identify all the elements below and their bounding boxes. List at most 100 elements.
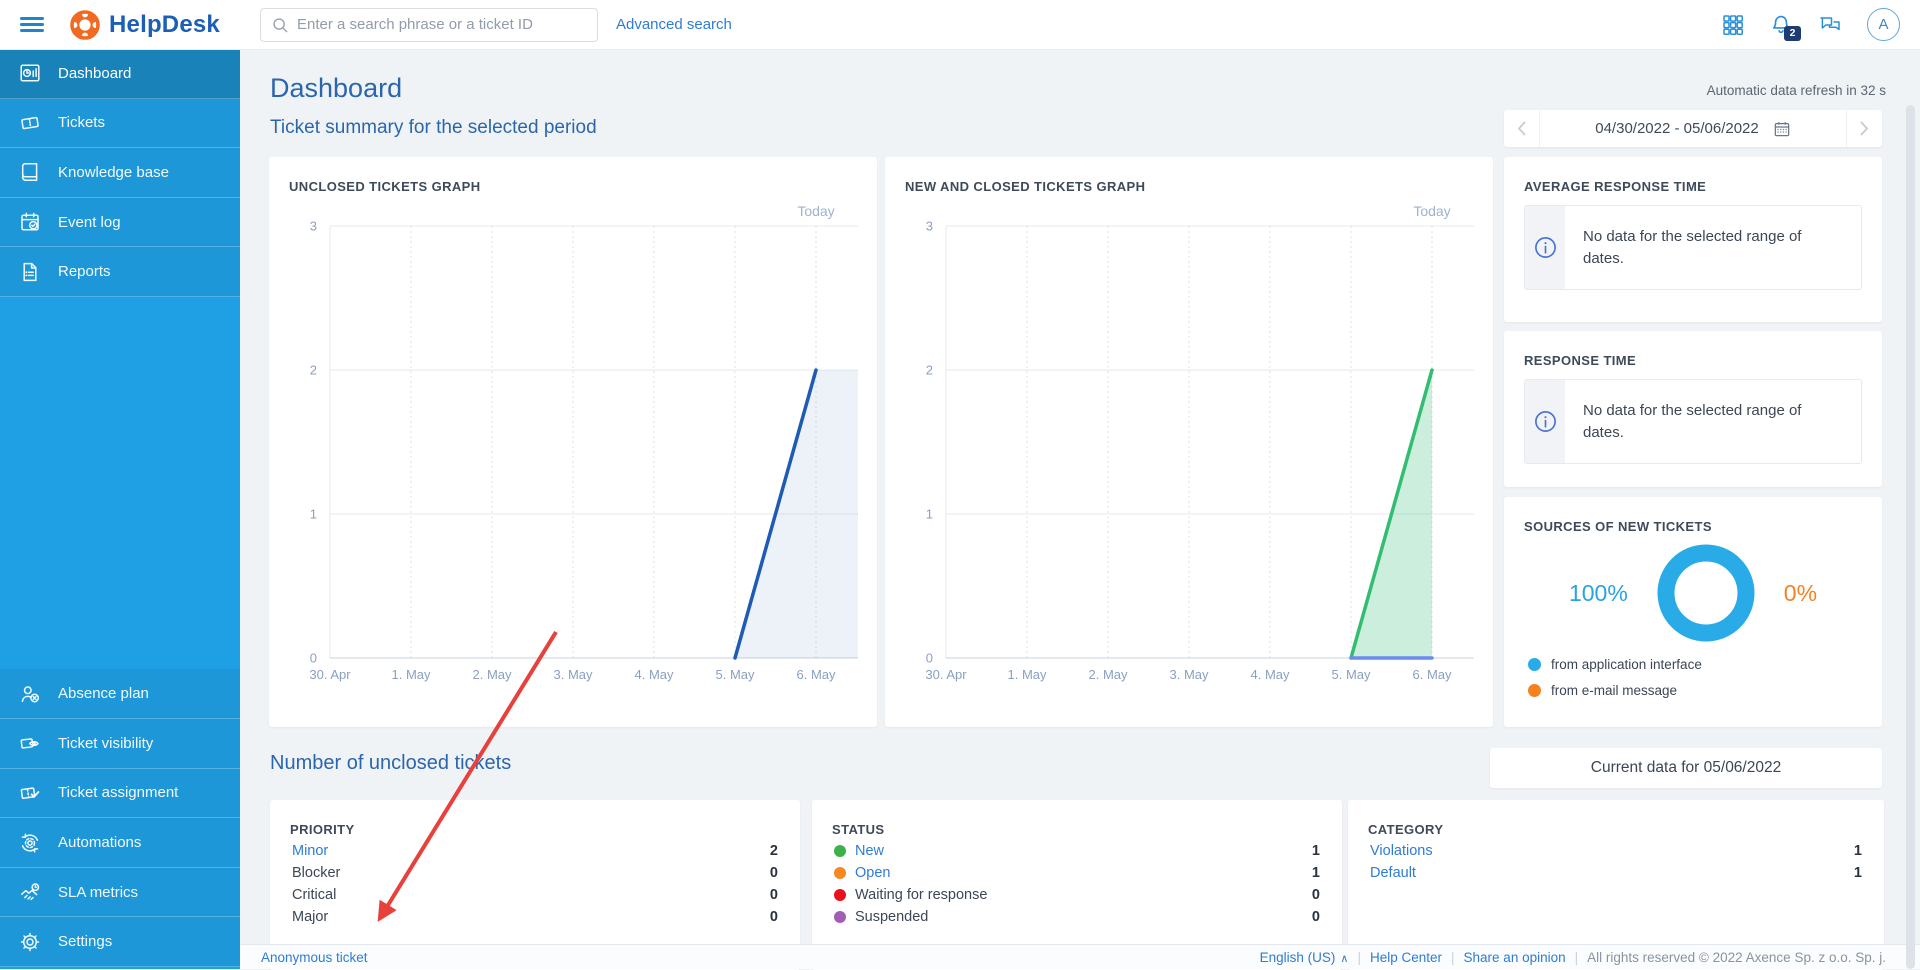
chevron-left-icon [1517,121,1526,136]
card-title: RESPONSE TIME [1524,353,1636,368]
copyright-text: All rights reserved © 2022 Axence Sp. z … [1587,950,1886,965]
priority-value: 0 [770,909,778,925]
priority-value: 2 [770,843,778,859]
ticket-visibility-icon [18,731,42,755]
svg-text:2: 2 [926,363,933,378]
main-content: Dashboard Ticket summary for the selecte… [240,49,1920,969]
svg-text:3: 3 [310,219,317,234]
svg-text:2. May: 2. May [472,667,512,682]
card-title: STATUS [832,822,884,837]
status-value: 0 [1312,887,1320,903]
svg-text:6. May: 6. May [796,667,836,682]
status-link[interactable]: Open [855,865,890,881]
sources-of-new-tickets-card: SOURCES OF NEW TICKETS 100% 0% from appl… [1504,497,1882,727]
ticket-assignment-icon [18,781,42,805]
language-selector[interactable]: English (US)∧ [1260,950,1349,965]
svg-text:1. May: 1. May [391,667,431,682]
card-title: CATEGORY [1368,822,1443,837]
knowledge-base-icon [18,160,42,184]
date-range-picker[interactable]: 04/30/2022 - 05/06/2022 [1504,110,1882,147]
sla-metrics-icon [18,880,42,904]
category-link[interactable]: Default [1370,865,1416,881]
category-row-violations: Violations 1 [1370,840,1862,862]
svg-text:3. May: 3. May [553,667,593,682]
anonymous-ticket-link[interactable]: Anonymous ticket [261,950,368,965]
vertical-scrollbar[interactable] [1906,105,1915,969]
apps-grid-icon[interactable] [1721,13,1745,37]
top-bar: HelpDesk Advanced search 2 [0,0,1920,49]
svg-text:1: 1 [926,507,933,522]
advanced-search-link[interactable]: Advanced search [616,16,732,33]
sidebar-item-absence-plan[interactable]: Absence plan [0,669,240,719]
separator: | [1575,950,1579,965]
chat-icon[interactable] [1817,13,1843,37]
svg-text:2: 2 [310,363,317,378]
chevron-right-icon [1860,121,1869,136]
sidebar-item-reports[interactable]: Reports [0,247,240,297]
priority-link[interactable]: Minor [292,843,328,859]
sidebar-item-tickets[interactable]: Tickets [0,99,240,149]
sidebar-item-label: Absence plan [58,685,149,702]
sidebar-item-ticket-assignment[interactable]: Ticket assignment [0,769,240,819]
legend-label: from e-mail message [1551,683,1677,698]
no-data-message: No data for the selected range of dates. [1565,206,1861,289]
footer-bar: Anonymous ticket English (US)∧ | Help Ce… [240,944,1920,969]
next-period-button[interactable] [1846,110,1882,147]
search-box[interactable] [260,8,598,42]
category-link[interactable]: Violations [1370,843,1433,859]
status-dot-open [834,867,846,879]
sidebar-item-label: Knowledge base [58,164,169,181]
sidebar-item-label: Dashboard [58,65,131,82]
priority-row-minor: Minor 2 [292,840,778,862]
hamburger-menu-icon[interactable] [20,13,44,35]
info-icon [1534,236,1557,259]
status-link[interactable]: New [855,843,884,859]
svg-text:5. May: 5. May [1331,667,1371,682]
reports-icon [18,260,42,284]
calendar-icon[interactable] [1773,120,1791,138]
legend-item: from e-mail message [1528,677,1702,703]
svg-text:5. May: 5. May [715,667,755,682]
card-title: SOURCES OF NEW TICKETS [1524,519,1712,534]
search-input[interactable] [297,16,587,33]
status-row-waiting: Waiting for response 0 [834,884,1320,906]
svg-text:3. May: 3. May [1169,667,1209,682]
sidebar-item-knowledge-base[interactable]: Knowledge base [0,148,240,198]
sidebar-item-event-log[interactable]: Event log [0,198,240,248]
donut-legend: from application interface from e-mail m… [1528,651,1702,703]
notification-count-badge: 2 [1784,26,1801,41]
sidebar-item-dashboard[interactable]: Dashboard [0,49,240,99]
date-range-field[interactable]: 04/30/2022 - 05/06/2022 [1540,120,1846,138]
app-logo[interactable]: HelpDesk [70,10,220,40]
settings-icon [18,930,42,954]
sidebar-item-ticket-visibility[interactable]: Ticket visibility [0,719,240,769]
status-label: Suspended [855,909,928,925]
legend-dot-blue [1528,658,1541,671]
status-value: 1 [1312,843,1320,859]
svg-text:30. Apr: 30. Apr [925,667,967,682]
svg-text:6. May: 6. May [1412,667,1452,682]
status-row-new: New 1 [834,840,1320,862]
priority-label: Blocker [292,865,340,881]
share-opinion-link[interactable]: Share an opinion [1464,950,1566,965]
no-data-alert: No data for the selected range of dates. [1524,379,1862,464]
sidebar-item-automations[interactable]: Automations [0,818,240,868]
brand-name: HelpDesk [109,11,220,39]
previous-period-button[interactable] [1504,110,1540,147]
priority-label: Major [292,909,328,925]
priority-row-blocker: Blocker 0 [292,862,778,884]
sidebar-item-settings[interactable]: Settings [0,917,240,967]
application-interface-percent: 100% [1569,580,1628,607]
svg-text:4. May: 4. May [1250,667,1290,682]
priority-row-critical: Critical 0 [292,884,778,906]
user-avatar[interactable]: A [1867,8,1900,41]
svg-text:1. May: 1. May [1007,667,1047,682]
status-value: 0 [1312,909,1320,925]
help-center-link[interactable]: Help Center [1370,950,1442,965]
svg-text:0: 0 [926,651,933,666]
category-value: 1 [1854,865,1862,881]
notifications-bell-icon[interactable]: 2 [1769,13,1793,37]
sidebar-item-sla-metrics[interactable]: SLA metrics [0,868,240,918]
